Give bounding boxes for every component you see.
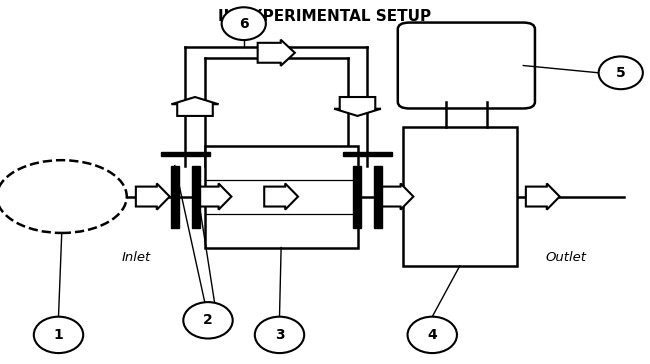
Text: 6: 6: [239, 17, 248, 31]
Polygon shape: [172, 97, 218, 116]
Polygon shape: [136, 183, 170, 210]
Text: 1: 1: [53, 328, 64, 342]
Text: 4: 4: [428, 328, 437, 342]
Ellipse shape: [34, 317, 83, 353]
Bar: [205, 146, 358, 248]
Polygon shape: [264, 183, 298, 210]
Ellipse shape: [599, 56, 643, 89]
Polygon shape: [334, 97, 381, 116]
Ellipse shape: [222, 7, 266, 40]
Bar: [192, 166, 200, 228]
Ellipse shape: [183, 302, 233, 339]
Bar: [343, 152, 391, 156]
Text: 3: 3: [275, 328, 284, 342]
Bar: [403, 127, 517, 266]
Text: III.EXPERIMENTAL SETUP: III.EXPERIMENTAL SETUP: [218, 9, 432, 24]
Polygon shape: [198, 183, 231, 210]
Text: 2: 2: [203, 313, 213, 327]
Bar: [374, 166, 382, 228]
Ellipse shape: [408, 317, 457, 353]
Bar: [171, 166, 179, 228]
Text: Inlet: Inlet: [122, 251, 151, 264]
Bar: [353, 166, 361, 228]
Polygon shape: [257, 40, 295, 66]
Polygon shape: [380, 183, 413, 210]
Polygon shape: [526, 183, 560, 210]
Text: 5: 5: [616, 66, 625, 80]
Ellipse shape: [255, 317, 304, 353]
FancyBboxPatch shape: [398, 23, 535, 108]
Bar: [161, 152, 209, 156]
Text: Outlet: Outlet: [545, 251, 586, 264]
